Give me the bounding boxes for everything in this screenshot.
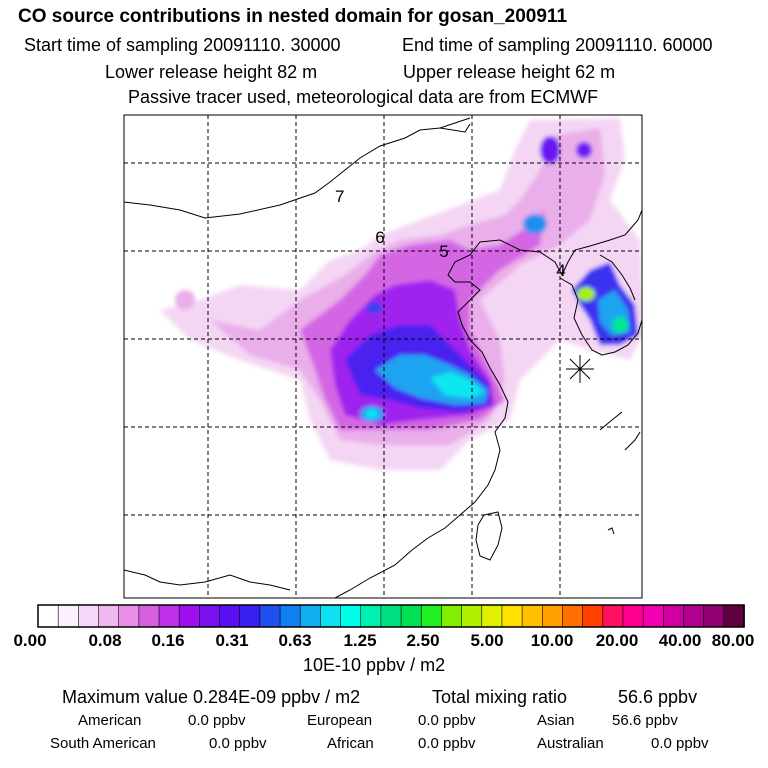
colorbar-tick-10: 40.00 [658, 631, 702, 650]
colorbar-swatch-2 [78, 604, 100, 628]
colorbar-swatch-22 [481, 604, 503, 628]
colorbar-swatch-16 [360, 604, 382, 628]
blob-ne3 [576, 142, 592, 158]
end-time: End time of sampling 20091110. 60000 [402, 35, 713, 55]
colorbar-swatch-3 [98, 604, 120, 628]
colorbar-tick-6: 2.50 [406, 631, 440, 650]
colorbar-swatch-12 [279, 604, 302, 628]
region-name-australian: Australian [537, 735, 604, 752]
korea-hotspot-green [612, 317, 628, 333]
region-name-american: American [78, 712, 142, 729]
colorbar-swatch-20 [441, 604, 463, 628]
colorbar-swatch-27 [582, 604, 604, 628]
colorbar-swatch-15 [340, 604, 362, 628]
tracer-note: Passive tracer used, meteorological data… [128, 87, 599, 107]
colorbar-swatch-13 [299, 604, 322, 628]
region-value-european: 0.0 ppbv [418, 712, 476, 729]
receptor-star-icon [566, 355, 594, 383]
lower-release-height: Lower release height 82 m [105, 62, 318, 82]
blob-ne1 [523, 214, 547, 234]
map-grid [124, 115, 642, 598]
start-time: Start time of sampling 20091110. 30000 [24, 35, 341, 55]
map-frame [123, 114, 643, 599]
colorbar-tick-0: 0.00 [13, 631, 47, 650]
colorbar-tick-5: 1.25 [343, 631, 377, 650]
colorbar-swatch-1 [57, 604, 80, 628]
region-name-european: European [307, 712, 373, 729]
region-name-asian: Asian [537, 712, 575, 729]
colorbar-tick-11: 80.00 [711, 631, 755, 650]
colorbar-tick-8: 10.00 [530, 631, 574, 650]
colorbar-swatch-9 [219, 604, 241, 628]
colorbar-swatch-11 [259, 604, 281, 628]
colorbar-swatch-14 [320, 604, 342, 628]
colorbar-tick-2: 0.16 [151, 631, 185, 650]
colorbar-swatch-0 [37, 604, 59, 628]
region-value-australian: 0.0 ppbv [651, 735, 709, 752]
trajectory-label-4: 4 [556, 261, 565, 280]
colorbar-swatch-32 [683, 604, 705, 628]
korea-hotspot-yellow [577, 287, 595, 301]
region-value-south-american: 0.0 ppbv [209, 735, 267, 752]
trajectory-label-7: 7 [335, 187, 344, 206]
colorbar-swatch-7 [178, 604, 201, 628]
colorbar-swatch-33 [703, 604, 725, 628]
total-mixing-label: Total mixing ratio [432, 687, 568, 707]
plume-cyan [430, 372, 485, 398]
colorbar-swatch-34 [723, 604, 745, 628]
colorbar [37, 604, 745, 628]
colorbar-swatch-30 [642, 604, 665, 628]
colorbar-swatch-10 [239, 604, 261, 628]
colorbar-swatch-26 [562, 604, 584, 628]
blob-west-core [366, 410, 378, 418]
colorbar-swatch-31 [663, 604, 685, 628]
blob-ne2 [540, 136, 560, 164]
colorbar-swatch-23 [501, 604, 523, 628]
colorbar-swatch-29 [622, 604, 644, 628]
colorbar-swatch-24 [521, 604, 544, 628]
colorbar-swatch-17 [380, 604, 402, 628]
colorbar-swatch-6 [158, 604, 180, 628]
total-mixing-value: 56.6 ppbv [618, 687, 698, 707]
colorbar-swatch-19 [420, 604, 443, 628]
colorbar-swatch-25 [541, 604, 564, 628]
colorbar-tick-1: 0.08 [88, 631, 122, 650]
coastlines [124, 117, 642, 598]
region-value-american: 0.0 ppbv [188, 712, 246, 729]
blob-w1 [175, 290, 195, 310]
colorbar-swatch-8 [199, 604, 221, 628]
trajectory-label-6: 6 [375, 228, 384, 247]
colorbar-frame [37, 604, 745, 628]
colorbar-swatch-4 [118, 604, 140, 628]
region-name-south-american: South American [50, 735, 156, 752]
max-value: Maximum value 0.284E-09 ppbv / m2 [62, 687, 361, 707]
colorbar-tick-9: 20.00 [595, 631, 639, 650]
colorbar-swatch-18 [400, 604, 423, 628]
upper-release-height: Upper release height 62 m [403, 62, 616, 82]
plot-title: CO source contributions in nested domain… [18, 6, 568, 27]
region-name-african: African [327, 735, 374, 752]
colorbar-tick-3: 0.31 [215, 631, 249, 650]
colorbar-tick-7: 5.00 [470, 631, 504, 650]
colorbar-swatch-28 [602, 604, 624, 628]
trajectory-label-5: 5 [439, 242, 448, 261]
region-value-asian: 56.6 ppbv [612, 712, 678, 729]
colorbar-tick-4: 0.63 [278, 631, 312, 650]
blob-north [366, 302, 382, 314]
colorbar-swatch-5 [138, 604, 160, 628]
colorbar-unit: 10E-10 ppbv / m2 [303, 655, 446, 675]
region-value-african: 0.0 ppbv [418, 735, 476, 752]
colorbar-swatch-21 [461, 604, 483, 628]
concentration-field [160, 118, 642, 470]
